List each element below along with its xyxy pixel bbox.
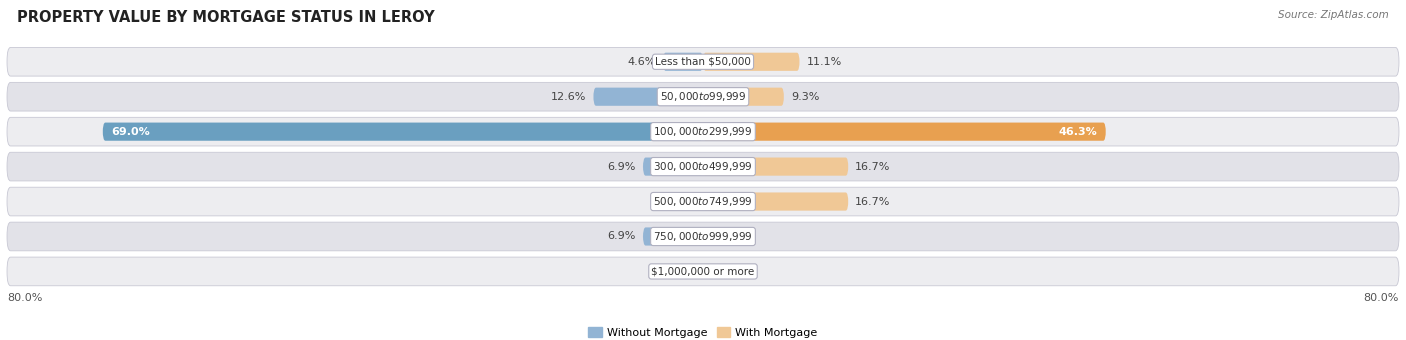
FancyBboxPatch shape: [7, 222, 1399, 251]
Text: 11.1%: 11.1%: [807, 57, 842, 67]
Legend: Without Mortgage, With Mortgage: Without Mortgage, With Mortgage: [583, 323, 823, 340]
Text: 9.3%: 9.3%: [790, 92, 820, 102]
FancyBboxPatch shape: [703, 53, 800, 71]
Text: 6.9%: 6.9%: [607, 232, 636, 241]
Text: 0.0%: 0.0%: [710, 267, 738, 276]
Text: 0.0%: 0.0%: [710, 232, 738, 241]
Text: 80.0%: 80.0%: [1364, 293, 1399, 303]
Text: 0.0%: 0.0%: [668, 267, 696, 276]
FancyBboxPatch shape: [703, 123, 1105, 141]
Text: $50,000 to $99,999: $50,000 to $99,999: [659, 90, 747, 103]
Text: PROPERTY VALUE BY MORTGAGE STATUS IN LEROY: PROPERTY VALUE BY MORTGAGE STATUS IN LER…: [17, 10, 434, 25]
Text: 16.7%: 16.7%: [855, 162, 890, 172]
Text: $1,000,000 or more: $1,000,000 or more: [651, 267, 755, 276]
Text: $500,000 to $749,999: $500,000 to $749,999: [654, 195, 752, 208]
Text: 46.3%: 46.3%: [1059, 127, 1097, 137]
Text: 80.0%: 80.0%: [7, 293, 42, 303]
FancyBboxPatch shape: [103, 123, 703, 141]
Text: $100,000 to $299,999: $100,000 to $299,999: [654, 125, 752, 138]
Text: 69.0%: 69.0%: [111, 127, 150, 137]
FancyBboxPatch shape: [703, 157, 848, 176]
Text: 16.7%: 16.7%: [855, 197, 890, 206]
Text: 6.9%: 6.9%: [607, 162, 636, 172]
FancyBboxPatch shape: [7, 117, 1399, 146]
Text: 0.0%: 0.0%: [668, 197, 696, 206]
FancyBboxPatch shape: [7, 152, 1399, 181]
Text: 12.6%: 12.6%: [551, 92, 586, 102]
Text: $750,000 to $999,999: $750,000 to $999,999: [654, 230, 752, 243]
FancyBboxPatch shape: [664, 53, 703, 71]
FancyBboxPatch shape: [7, 48, 1399, 76]
FancyBboxPatch shape: [7, 257, 1399, 286]
FancyBboxPatch shape: [7, 187, 1399, 216]
FancyBboxPatch shape: [643, 157, 703, 176]
FancyBboxPatch shape: [643, 227, 703, 245]
FancyBboxPatch shape: [703, 88, 785, 106]
Text: Less than $50,000: Less than $50,000: [655, 57, 751, 67]
Text: $300,000 to $499,999: $300,000 to $499,999: [654, 160, 752, 173]
FancyBboxPatch shape: [7, 82, 1399, 111]
Text: Source: ZipAtlas.com: Source: ZipAtlas.com: [1278, 10, 1389, 20]
FancyBboxPatch shape: [593, 88, 703, 106]
Text: 4.6%: 4.6%: [627, 57, 657, 67]
FancyBboxPatch shape: [703, 192, 848, 210]
